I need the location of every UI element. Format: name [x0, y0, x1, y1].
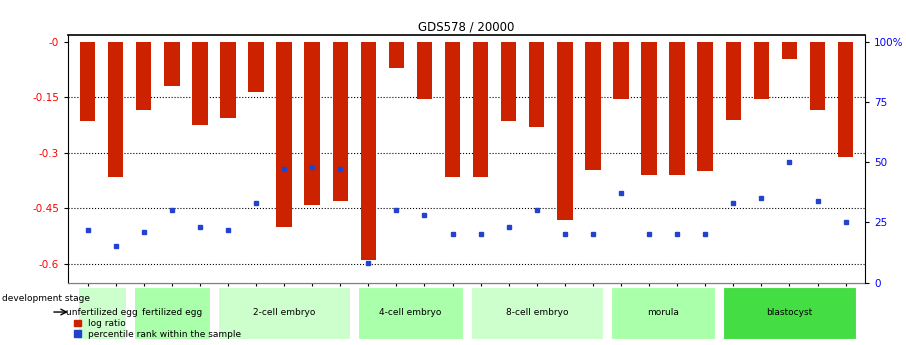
Bar — [304, 42, 320, 205]
Text: blastocyst: blastocyst — [766, 307, 813, 316]
Bar — [470, 287, 602, 338]
Bar — [611, 287, 715, 338]
Bar — [80, 42, 95, 121]
Bar — [136, 42, 151, 110]
Text: development stage: development stage — [2, 294, 90, 303]
Bar — [359, 287, 463, 338]
Bar — [810, 42, 825, 110]
Text: morula: morula — [647, 307, 679, 316]
Bar — [389, 42, 404, 68]
Bar — [529, 42, 545, 127]
Bar — [501, 42, 516, 121]
Bar — [218, 287, 351, 338]
Bar — [723, 287, 855, 338]
Text: 2-cell embryo: 2-cell embryo — [253, 307, 315, 316]
Bar — [134, 287, 210, 338]
Text: 8-cell embryo: 8-cell embryo — [506, 307, 568, 316]
Legend: log ratio, percentile rank within the sample: log ratio, percentile rank within the sa… — [72, 317, 243, 341]
Bar — [838, 42, 853, 157]
Bar — [557, 42, 573, 219]
Text: 4-cell embryo: 4-cell embryo — [380, 307, 441, 316]
Text: fertilized egg: fertilized egg — [141, 307, 202, 316]
Bar — [108, 42, 123, 177]
Bar — [248, 42, 264, 92]
Bar — [585, 42, 601, 170]
Bar — [445, 42, 460, 177]
Bar — [276, 42, 292, 227]
Bar — [361, 42, 376, 260]
Text: unfertilized egg: unfertilized egg — [66, 307, 138, 316]
Bar — [670, 42, 685, 175]
Bar — [613, 42, 629, 99]
Bar — [78, 287, 126, 338]
Bar — [782, 42, 797, 59]
Bar — [698, 42, 713, 171]
Bar — [754, 42, 769, 99]
Bar — [726, 42, 741, 120]
Bar — [333, 42, 348, 201]
Title: GDS578 / 20000: GDS578 / 20000 — [419, 20, 515, 33]
Bar — [417, 42, 432, 99]
Bar — [164, 42, 179, 86]
Bar — [641, 42, 657, 175]
Bar — [220, 42, 236, 118]
Bar — [192, 42, 207, 125]
Bar — [473, 42, 488, 177]
